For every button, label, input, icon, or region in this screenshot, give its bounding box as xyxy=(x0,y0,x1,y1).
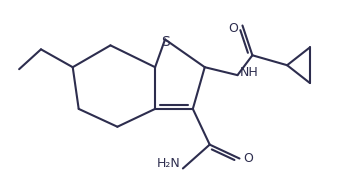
Text: H₂N: H₂N xyxy=(157,157,181,170)
Text: O: O xyxy=(228,22,238,35)
Text: S: S xyxy=(161,35,169,49)
Text: O: O xyxy=(243,152,253,165)
Text: NH: NH xyxy=(239,66,258,79)
